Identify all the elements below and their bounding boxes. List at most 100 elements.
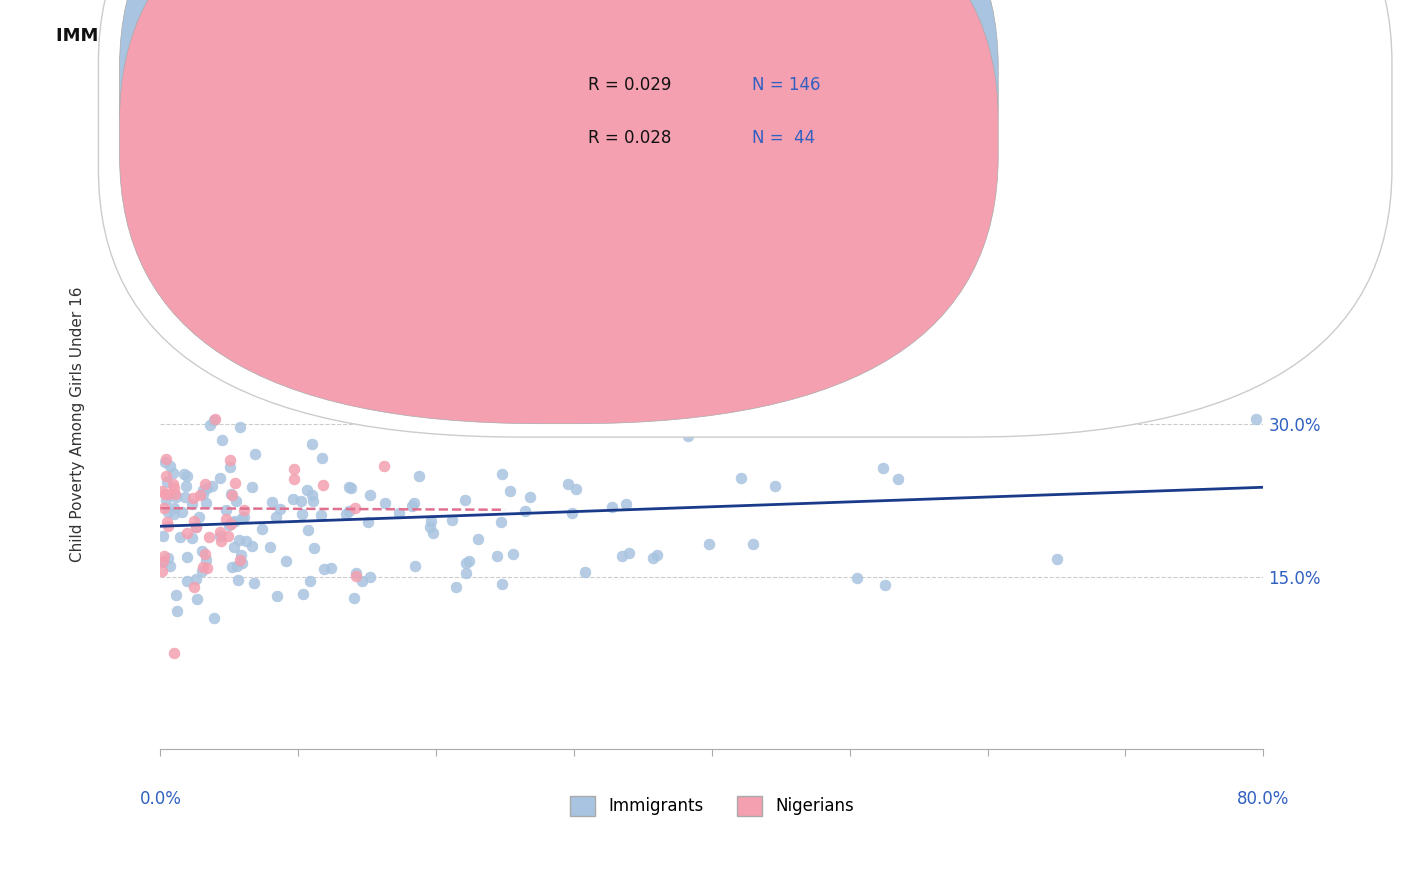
Point [162, 477, 184, 491]
Point [240, 480, 263, 494]
Point [162, 481, 184, 495]
Point [156, 475, 179, 490]
Point [311, 451, 333, 466]
Point [191, 564, 214, 578]
Point [221, 517, 243, 532]
Point [228, 553, 250, 567]
Point [401, 499, 423, 513]
Point [335, 507, 357, 521]
Point [201, 479, 224, 493]
Point [373, 458, 395, 473]
Point [186, 592, 208, 607]
Point [264, 342, 287, 356]
Point [152, 555, 174, 569]
Point [180, 531, 202, 545]
Point [887, 472, 910, 486]
Point [846, 571, 869, 585]
Point [491, 577, 513, 591]
Point [283, 462, 305, 476]
Point [218, 517, 240, 532]
Point [304, 541, 326, 555]
Point [574, 566, 596, 580]
Point [198, 418, 221, 433]
Point [231, 511, 253, 525]
Point [188, 487, 211, 501]
Point [191, 483, 214, 497]
Point [600, 500, 623, 514]
Point [231, 556, 253, 570]
Point [159, 559, 181, 574]
Point [264, 509, 287, 524]
Point [283, 472, 305, 486]
Point [404, 558, 426, 573]
Point [499, 483, 522, 498]
Point [1039, 326, 1062, 340]
Point [357, 515, 380, 529]
Point [194, 547, 217, 561]
Point [184, 520, 207, 534]
Point [156, 153, 179, 167]
Point [224, 514, 246, 528]
Point [645, 549, 668, 563]
Point [565, 482, 588, 496]
Point [344, 566, 367, 581]
Point [641, 551, 664, 566]
Point [195, 496, 218, 510]
Point [291, 508, 314, 522]
Point [184, 519, 207, 533]
Point [297, 483, 319, 498]
Point [157, 551, 180, 566]
Point [221, 515, 243, 529]
Point [484, 392, 506, 407]
Point [169, 530, 191, 544]
Point [156, 519, 179, 533]
Point [217, 529, 239, 543]
Point [221, 488, 243, 502]
Point [408, 469, 430, 483]
Point [156, 505, 179, 519]
Point [197, 530, 219, 544]
Point [359, 570, 381, 584]
Point [195, 481, 218, 495]
Point [763, 479, 786, 493]
Point [617, 546, 640, 560]
Point [699, 537, 721, 551]
Point [202, 611, 225, 625]
Text: N =  44: N = 44 [752, 129, 815, 147]
Point [155, 452, 177, 467]
Point [155, 487, 177, 501]
Point [489, 515, 512, 529]
Point [519, 490, 541, 504]
Point [219, 487, 242, 501]
Text: atlas: atlas [804, 379, 979, 449]
Point [454, 556, 477, 570]
Point [235, 533, 257, 548]
Point [208, 529, 231, 543]
Point [359, 488, 381, 502]
Point [224, 476, 246, 491]
Point [228, 420, 250, 434]
Point [152, 500, 174, 515]
Point [165, 588, 187, 602]
Point [243, 447, 266, 461]
Text: Source: ZipAtlas.com: Source: ZipAtlas.com [1202, 27, 1350, 41]
Point [873, 578, 896, 592]
Point [339, 482, 361, 496]
Point [419, 515, 441, 529]
Point [176, 469, 198, 483]
Point [262, 495, 284, 509]
Point [152, 529, 174, 543]
Point [184, 572, 207, 586]
Point [298, 574, 321, 589]
Point [440, 513, 463, 527]
Point [301, 488, 323, 502]
Point [165, 487, 187, 501]
Point [174, 479, 197, 493]
Point [454, 493, 477, 508]
Point [176, 574, 198, 588]
Point [291, 587, 314, 601]
Point [176, 526, 198, 541]
Point [467, 532, 489, 546]
Point [231, 548, 253, 562]
Point [204, 412, 226, 426]
